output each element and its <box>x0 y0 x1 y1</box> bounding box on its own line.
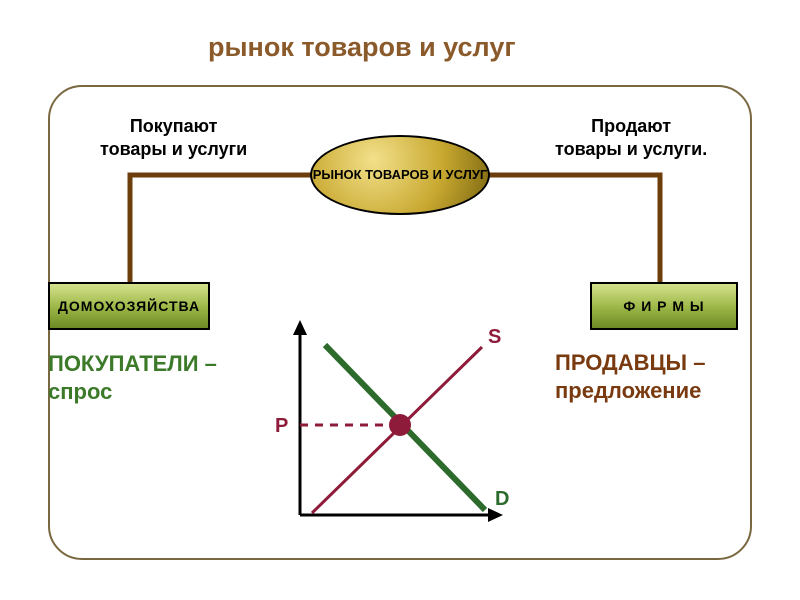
market-ellipse-label: РЫНОК ТОВАРОВ И УСЛУГ <box>313 167 488 183</box>
y-axis-arrow <box>293 320 307 335</box>
label-buy: Покупают товары и услуги <box>100 115 247 160</box>
households-label: ДОМОХОЗЯЙСТВА <box>58 298 200 314</box>
label-sellers: ПРОДАВЦЫ – предложение <box>555 349 705 404</box>
label-buyers: ПОКУПАТЕЛИ – спрос <box>48 350 217 405</box>
label-buyers-2: спрос <box>48 379 112 404</box>
label-buy-1: Покупают <box>130 116 218 136</box>
label-buyers-1: ПОКУПАТЕЛИ – <box>48 351 217 376</box>
equilibrium-point <box>389 414 411 436</box>
s-label: S <box>488 326 501 348</box>
firms-box: Ф И Р М Ы <box>590 282 738 330</box>
households-box: ДОМОХОЗЯЙСТВА <box>48 282 210 330</box>
firms-label: Ф И Р М Ы <box>623 298 704 314</box>
supply-demand-chart: S D P <box>270 315 530 545</box>
label-sell-2: товары и услуги. <box>555 139 707 159</box>
market-ellipse: РЫНОК ТОВАРОВ И УСЛУГ <box>310 135 490 215</box>
label-sellers-1: ПРОДАВЦЫ – <box>555 350 705 375</box>
label-sell: Продают товары и услуги. <box>555 115 707 160</box>
page-title: рынок товаров и услуг <box>208 32 516 63</box>
p-label: P <box>275 415 288 437</box>
x-axis-arrow <box>488 508 503 522</box>
label-sellers-2: предложение <box>555 378 701 403</box>
label-sell-1: Продают <box>591 116 671 136</box>
d-label: D <box>495 488 509 510</box>
label-buy-2: товары и услуги <box>100 139 247 159</box>
